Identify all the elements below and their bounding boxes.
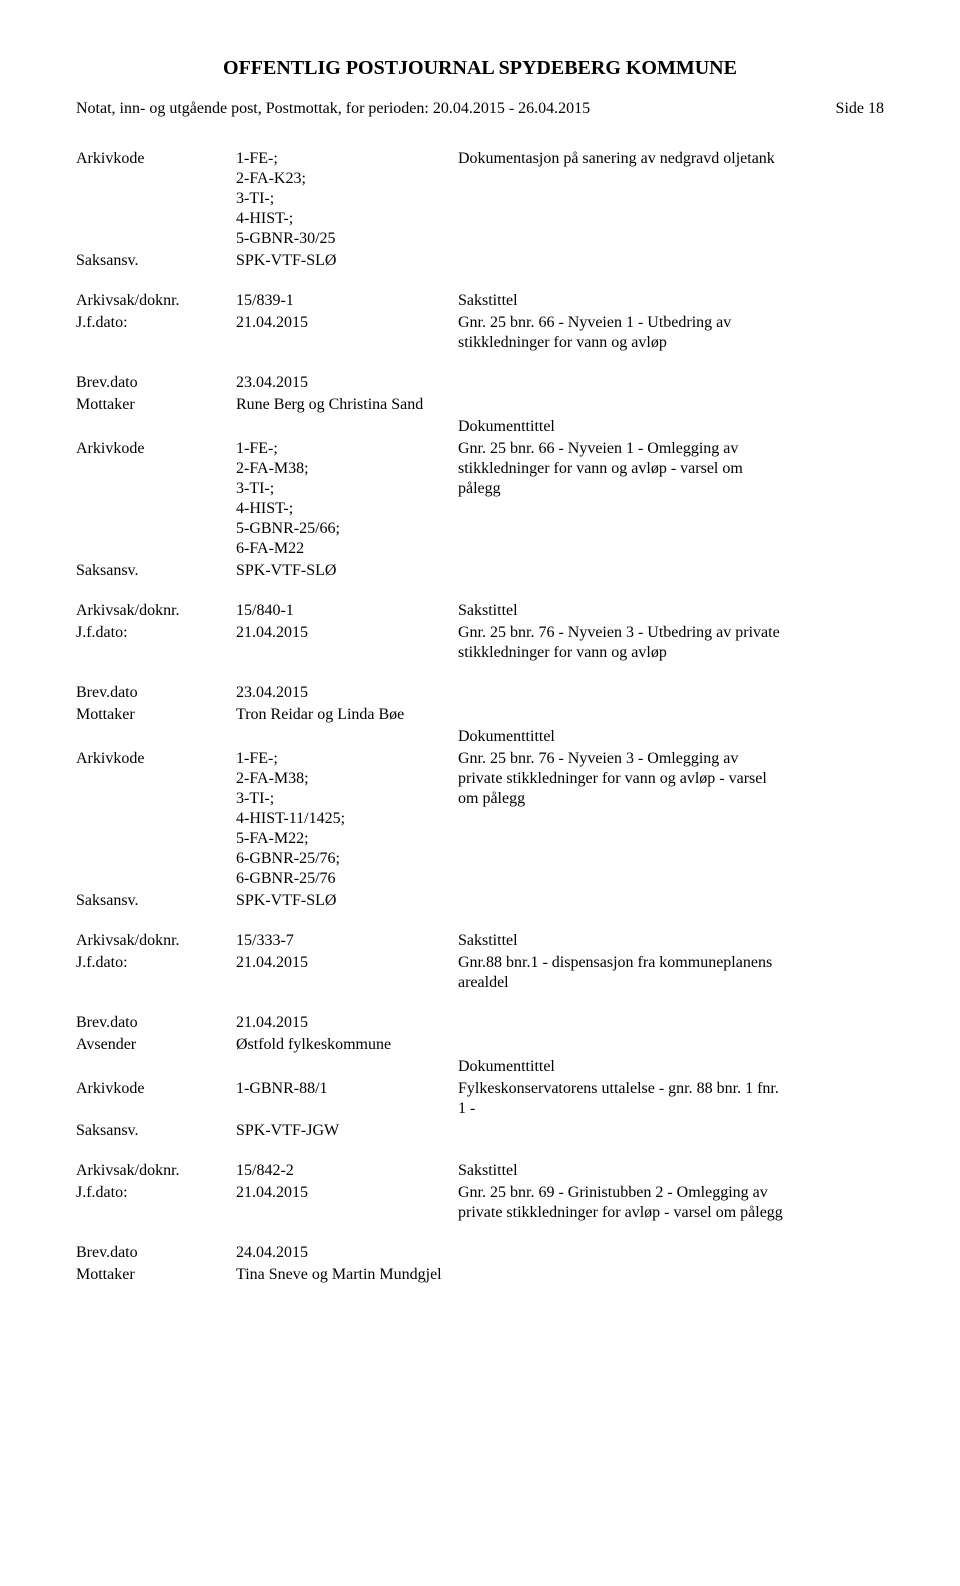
party-value: Rune Berg og Christina Sand: [236, 395, 458, 415]
party-label: Mottaker: [76, 395, 236, 415]
arkivkode-value: 1-FE-; 2-FA-M38; 3-TI-; 4-HIST-; 5-GBNR-…: [236, 439, 458, 559]
brevdato-row: Brev.dato 23.04.2015: [76, 373, 884, 393]
arkivsak-value: 15/840-1: [236, 601, 458, 621]
arkivsak-value: 15/839-1: [236, 291, 458, 311]
saksansv-label: Saksansv.: [76, 251, 236, 271]
brevdato-value: 21.04.2015: [236, 1013, 458, 1033]
saksansv-label: Saksansv.: [76, 891, 236, 911]
arkivkode-value: 1-FE-; 2-FA-M38; 3-TI-; 4-HIST-11/1425; …: [236, 749, 458, 889]
brevdato-label: Brev.dato: [76, 1013, 236, 1033]
dokumenttittel-label: Dokumenttittel: [458, 1057, 884, 1077]
arkivkode-row: Arkivkode 1-FE-; 2-FA-K23; 3-TI-; 4-HIST…: [76, 149, 884, 249]
arkivkode-value: 1-FE-; 2-FA-K23; 3-TI-; 4-HIST-; 5-GBNR-…: [236, 149, 458, 249]
sakstittel-label: Sakstittel: [458, 1161, 884, 1181]
sakstittel-text: Gnr.88 bnr.1 - dispensasjon fra kommunep…: [458, 953, 884, 993]
brevdato-label: Brev.dato: [76, 373, 236, 393]
saksansv-label: Saksansv.: [76, 1121, 236, 1141]
party-label: Avsender: [76, 1035, 236, 1055]
party-label: Mottaker: [76, 1265, 236, 1285]
party-value: Østfold fylkeskommune: [236, 1035, 458, 1055]
party-row: Mottaker Tron Reidar og Linda Bøe: [76, 705, 884, 725]
sakstittel-text: Gnr. 25 bnr. 76 - Nyveien 3 - Utbedring …: [458, 623, 884, 663]
party-row: Mottaker Rune Berg og Christina Sand: [76, 395, 884, 415]
jfdato-label: J.f.dato:: [76, 623, 236, 643]
jfdato-row: J.f.dato: 21.04.2015 Gnr. 25 bnr. 69 - G…: [76, 1183, 884, 1223]
arkivkode-label: Arkivkode: [76, 1079, 236, 1099]
jfdato-value: 21.04.2015: [236, 623, 458, 643]
saksansv-row: Saksansv. SPK-VTF-SLØ: [76, 891, 884, 911]
brevdato-label: Brev.dato: [76, 1243, 236, 1263]
jfdato-row: J.f.dato: 21.04.2015 Gnr.88 bnr.1 - disp…: [76, 953, 884, 993]
arkivkode-label: Arkivkode: [76, 749, 236, 769]
arkivsak-label: Arkivsak/doknr.: [76, 1161, 236, 1181]
sakstittel-text: Gnr. 25 bnr. 69 - Grinistubben 2 - Omleg…: [458, 1183, 884, 1223]
dokumenttittel-label: Dokumenttittel: [458, 417, 884, 437]
saksansv-value: SPK-VTF-SLØ: [236, 561, 458, 581]
jfdato-value: 21.04.2015: [236, 953, 458, 973]
party-row: Mottaker Tina Sneve og Martin Mundgjel: [76, 1265, 884, 1285]
arkivkode-label: Arkivkode: [76, 439, 236, 459]
jfdato-row: J.f.dato: 21.04.2015 Gnr. 25 bnr. 76 - N…: [76, 623, 884, 663]
arkivsak-label: Arkivsak/doknr.: [76, 291, 236, 311]
arkivsak-label: Arkivsak/doknr.: [76, 601, 236, 621]
arkivkode-label: Arkivkode: [76, 149, 236, 169]
sakstittel-label: Sakstittel: [458, 291, 884, 311]
jfdato-row: J.f.dato: 21.04.2015 Gnr. 25 bnr. 66 - N…: [76, 313, 884, 353]
header-row: Notat, inn- og utgående post, Postmottak…: [76, 99, 884, 119]
sakstittel-label: Sakstittel: [458, 931, 884, 951]
jfdato-label: J.f.dato:: [76, 313, 236, 333]
dokumenttittel-label-row: Dokumenttittel: [76, 1057, 884, 1077]
jfdato-value: 21.04.2015: [236, 1183, 458, 1203]
saksansv-label: Saksansv.: [76, 561, 236, 581]
jfdato-label: J.f.dato:: [76, 1183, 236, 1203]
brevdato-row: Brev.dato 24.04.2015: [76, 1243, 884, 1263]
page-number: Side 18: [836, 99, 884, 119]
dokumenttittel-label-row: Dokumenttittel: [76, 727, 884, 747]
brevdato-row: Brev.dato 21.04.2015: [76, 1013, 884, 1033]
brevdato-label: Brev.dato: [76, 683, 236, 703]
brevdato-row: Brev.dato 23.04.2015: [76, 683, 884, 703]
brevdato-value: 23.04.2015: [236, 373, 458, 393]
arkivkode-row: Arkivkode 1-FE-; 2-FA-M38; 3-TI-; 4-HIST…: [76, 439, 884, 559]
arkivsak-row: Arkivsak/doknr. 15/840-1 Sakstittel: [76, 601, 884, 621]
saksansv-value: SPK-VTF-SLØ: [236, 251, 458, 271]
saksansv-row: Saksansv. SPK-VTF-SLØ: [76, 251, 884, 271]
arkivsak-label: Arkivsak/doknr.: [76, 931, 236, 951]
arkivkode-value: 1-GBNR-88/1: [236, 1079, 458, 1099]
brevdato-value: 24.04.2015: [236, 1243, 458, 1263]
dokumenttittel-text: Fylkeskonservatorens uttalelse - gnr. 88…: [458, 1079, 884, 1119]
arkivsak-value: 15/842-2: [236, 1161, 458, 1181]
party-value: Tina Sneve og Martin Mundgjel: [236, 1265, 458, 1285]
saksansv-value: SPK-VTF-SLØ: [236, 891, 458, 911]
arkivkode-row: Arkivkode 1-FE-; 2-FA-M38; 3-TI-; 4-HIST…: [76, 749, 884, 889]
saksansv-row: Saksansv. SPK-VTF-JGW: [76, 1121, 884, 1141]
jfdato-value: 21.04.2015: [236, 313, 458, 333]
brevdato-value: 23.04.2015: [236, 683, 458, 703]
arkivkode-right-text: Dokumentasjon på sanering av nedgravd ol…: [458, 149, 884, 169]
dokumenttittel-text: Gnr. 25 bnr. 66 - Nyveien 1 - Omlegging …: [458, 439, 884, 499]
saksansv-value: SPK-VTF-JGW: [236, 1121, 458, 1141]
arkivsak-value: 15/333-7: [236, 931, 458, 951]
journal-page: OFFENTLIG POSTJOURNAL SPYDEBERG KOMMUNE …: [0, 0, 960, 1586]
sakstittel-label: Sakstittel: [458, 601, 884, 621]
arkivsak-row: Arkivsak/doknr. 15/839-1 Sakstittel: [76, 291, 884, 311]
dokumenttittel-label: Dokumenttittel: [458, 727, 884, 747]
arkivsak-row: Arkivsak/doknr. 15/842-2 Sakstittel: [76, 1161, 884, 1181]
party-row: Avsender Østfold fylkeskommune: [76, 1035, 884, 1055]
dokumenttittel-label-row: Dokumenttittel: [76, 417, 884, 437]
party-label: Mottaker: [76, 705, 236, 725]
party-value: Tron Reidar og Linda Bøe: [236, 705, 458, 725]
dokumenttittel-text: Gnr. 25 bnr. 76 - Nyveien 3 - Omlegging …: [458, 749, 884, 809]
saksansv-row: Saksansv. SPK-VTF-SLØ: [76, 561, 884, 581]
sakstittel-text: Gnr. 25 bnr. 66 - Nyveien 1 - Utbedring …: [458, 313, 884, 353]
doc-title: OFFENTLIG POSTJOURNAL SPYDEBERG KOMMUNE: [76, 56, 884, 81]
doc-subtitle: Notat, inn- og utgående post, Postmottak…: [76, 99, 590, 119]
arkivkode-row: Arkivkode 1-GBNR-88/1 Fylkeskonservatore…: [76, 1079, 884, 1119]
jfdato-label: J.f.dato:: [76, 953, 236, 973]
arkivsak-row: Arkivsak/doknr. 15/333-7 Sakstittel: [76, 931, 884, 951]
